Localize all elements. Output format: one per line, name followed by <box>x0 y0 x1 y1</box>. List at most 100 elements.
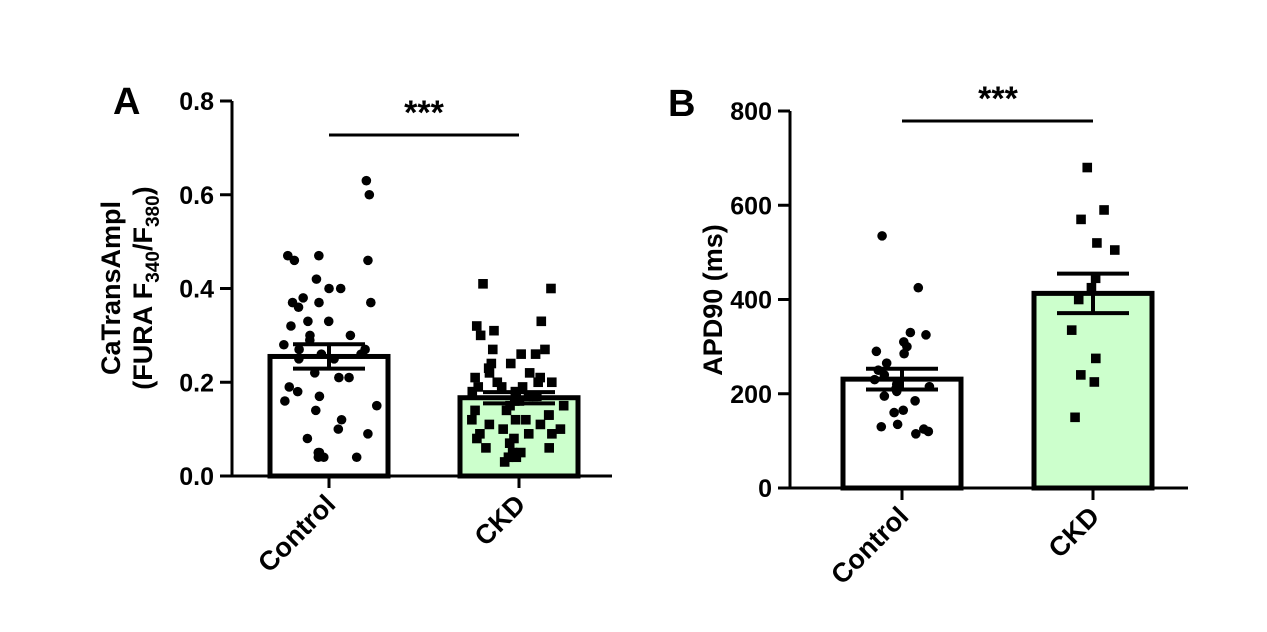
panel-a-point-ckd <box>530 349 541 359</box>
panel-b-point-ckd <box>1091 353 1101 364</box>
panel-a-point-ckd <box>467 386 478 397</box>
panel-a-point-control <box>314 250 324 261</box>
panel-b-letter: B <box>668 83 695 125</box>
panel-a-point-control <box>324 283 334 294</box>
panel-a-y-tick-label: 0.6 <box>179 182 214 210</box>
panel-b: B APD90 (ms) *** 0 200 400 600 800 Control CKD <box>668 80 1188 590</box>
panel-a-point-control <box>314 391 325 402</box>
panel-a-point-ckd <box>504 438 515 448</box>
panel-a-point-control <box>334 372 344 383</box>
panel-a-point-control <box>302 433 313 444</box>
panel-b-significance-label: *** <box>978 80 1018 118</box>
panel-a-point-control <box>311 274 322 284</box>
panel-a-point-control <box>303 316 313 327</box>
panel-b-point-control <box>923 426 934 437</box>
panel-a-point-ckd <box>533 377 543 388</box>
panel-b-y-tick-label: 0 <box>758 475 772 503</box>
panel-a-point-control <box>366 297 376 308</box>
panel-a-point-ckd <box>473 382 484 392</box>
panel-a-point-ckd <box>523 429 534 439</box>
panel-b-point-ckd <box>1076 370 1086 380</box>
panel-b-point-control <box>877 231 887 241</box>
panel-a-y-axis-label-main: CaTransAmpl <box>96 201 126 375</box>
panel-a-point-control <box>336 414 347 425</box>
panel-a-point-control <box>284 382 295 392</box>
panel-a-point-ckd <box>487 344 498 355</box>
panel-a-point-ckd <box>546 377 557 388</box>
panel-a-point-ckd <box>558 400 569 411</box>
panel-a-y-tick-label: 0.4 <box>179 276 214 304</box>
panel-b-point-control <box>898 405 909 416</box>
panel-b-point-control <box>910 396 920 406</box>
panel-b-point-control <box>905 327 916 338</box>
panel-a-point-control <box>345 330 356 341</box>
panel-a-y-tick-label: 0.8 <box>179 88 214 116</box>
panel-a-point-control <box>323 316 334 327</box>
panel-a-point-control <box>292 386 303 397</box>
panel-b-point-control <box>876 421 887 432</box>
panel-a-point-ckd <box>501 405 512 416</box>
panel-a-y-tick-label: 0.2 <box>179 369 214 397</box>
panel-a-point-ckd <box>475 330 486 341</box>
panel-b-point-ckd <box>1092 238 1102 248</box>
panel-a-point-ckd <box>521 414 531 425</box>
panel-a-point-ckd <box>505 358 516 369</box>
panel-b-y-tick-label: 200 <box>730 381 772 409</box>
panel-a-point-control <box>293 302 304 313</box>
panel-a-point-ckd <box>478 279 488 289</box>
panel-a-point-ckd <box>543 410 554 420</box>
panel-a-point-control <box>329 354 339 364</box>
panel-b-point-control <box>899 348 909 359</box>
panel-b-y-axis-label: APD90 (ms) <box>698 224 728 376</box>
panel-b-point-control <box>913 282 924 293</box>
panel-a-point-control <box>371 400 382 411</box>
panel-a-point-control <box>289 255 300 266</box>
panel-a-point-ckd <box>523 391 534 402</box>
panel-a-point-ckd <box>510 414 521 425</box>
panel-b-point-ckd <box>1090 273 1101 284</box>
panel-b-point-control <box>911 429 921 439</box>
panel-a-point-ckd <box>546 283 556 294</box>
panel-b-plot: 0 200 400 600 800 Control CKD <box>730 98 1188 590</box>
panel-a-significance-label: *** <box>404 94 444 132</box>
panel-b-point-control <box>879 370 890 380</box>
panel-a-point-ckd <box>535 419 546 430</box>
panel-b-point-ckd <box>1070 412 1080 423</box>
panel-b-point-control <box>889 407 899 418</box>
panel-b-point-control <box>921 330 931 340</box>
panel-a-point-control <box>310 405 321 416</box>
panel-a-point-ckd <box>470 372 480 383</box>
panel-b-point-ckd <box>1073 294 1084 305</box>
panel-b-bar-control <box>840 376 964 491</box>
panel-a-point-control <box>294 354 304 364</box>
panel-b-point-control <box>869 374 880 385</box>
panel-a-point-ckd <box>471 321 482 331</box>
panel-a-plot: 0.0 0.2 0.4 0.6 0.8 Control CKD <box>179 88 612 578</box>
panel-a-point-ckd <box>532 391 542 402</box>
panel-a-point-ckd <box>498 424 508 434</box>
panel-a-point-ckd <box>467 414 477 425</box>
panel-a-point-control <box>279 339 289 350</box>
panel-a-point-control <box>316 349 327 359</box>
panel-a-point-ckd <box>540 344 550 355</box>
panel-b-x-tick-label: CKD <box>1043 501 1106 564</box>
panel-b-point-control <box>892 419 903 430</box>
panel-b-point-ckd <box>1082 162 1093 173</box>
panel-a-point-ckd <box>484 368 495 378</box>
panel-a-point-control <box>314 447 325 458</box>
panel-a-point-control <box>280 396 290 406</box>
panel-a-point-control <box>351 452 362 463</box>
panel-a: A CaTransAmpl (FURA F340/F380) *** 0.00.… <box>96 81 612 578</box>
panel-a-point-ckd <box>517 382 528 392</box>
panel-a-point-ckd <box>499 457 510 467</box>
panel-b-point-ckd <box>1066 325 1077 335</box>
panel-a-point-ckd <box>536 316 547 327</box>
panel-b-x-tick-label: Control <box>825 501 914 590</box>
panel-a-point-ckd <box>547 429 557 439</box>
panel-a-point-control <box>333 424 344 434</box>
panel-a-point-ckd <box>555 424 566 434</box>
panel-b-point-control <box>881 358 892 368</box>
panel-b-point-control <box>879 391 890 401</box>
